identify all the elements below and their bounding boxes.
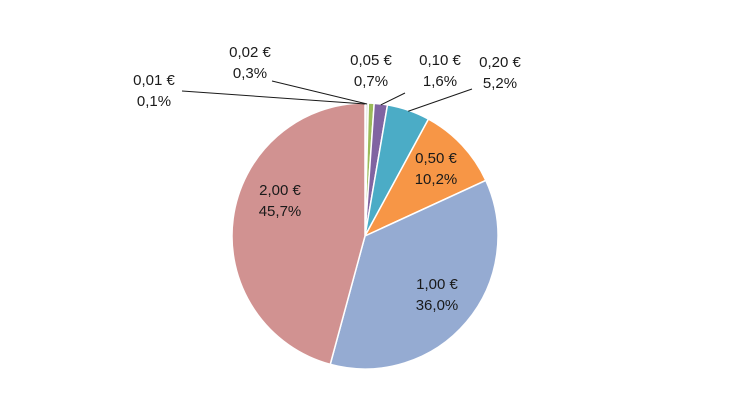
data-label-category: 0,05 € xyxy=(350,52,392,69)
data-label-category: 0,02 € xyxy=(229,44,271,61)
data-label-0-50: 0,50 € 10,2% xyxy=(415,150,458,188)
data-label-0-20: 0,20 € 5,2% xyxy=(479,54,521,92)
pie-slices xyxy=(231,102,499,370)
data-label-percent: 0,7% xyxy=(354,73,388,90)
pie-slice-2-00 xyxy=(231,102,366,366)
leader-line-0-01 xyxy=(181,90,366,105)
data-label-category: 0,10 € xyxy=(419,52,461,69)
data-label-category: 0,50 € xyxy=(415,150,457,167)
data-label-0-01: 0,01 € 0,1% xyxy=(133,72,175,110)
data-label-category: 2,00 € xyxy=(259,182,301,199)
pie-slice-1-00 xyxy=(329,179,499,370)
leader-lines xyxy=(181,80,473,112)
data-label-0-02: 0,02 € 0,3% xyxy=(229,44,271,82)
leader-line-0-20 xyxy=(408,88,473,112)
pie-slice-0-50 xyxy=(363,118,487,238)
leader-line-0-02 xyxy=(271,80,368,105)
data-label-1-00: 1,00 € 36,0% xyxy=(416,276,459,314)
data-label-percent: 0,3% xyxy=(233,65,267,82)
data-label-percent: 10,2% xyxy=(415,171,458,188)
data-label-category: 0,20 € xyxy=(479,54,521,71)
data-label-percent: 5,2% xyxy=(483,75,517,92)
leader-line-0-10 xyxy=(380,92,406,106)
data-label-percent: 1,6% xyxy=(423,73,457,90)
data-label-category: 1,00 € xyxy=(416,276,458,293)
data-label-percent: 0,1% xyxy=(137,93,171,110)
data-label-percent: 45,7% xyxy=(259,203,302,220)
data-label-2-00: 2,00 € 45,7% xyxy=(259,182,302,220)
data-label-0-05: 0,05 € 0,7% xyxy=(350,52,392,90)
data-label-percent: 36,0% xyxy=(416,297,459,314)
data-labels: 0,01 € 0,1% 0,02 € 0,3% 0,05 € 0,7% 0,10 € 1,6%… xyxy=(133,44,521,314)
data-label-0-10: 0,10 € 1,6% xyxy=(419,52,461,90)
data-label-category: 0,01 € xyxy=(133,72,175,89)
